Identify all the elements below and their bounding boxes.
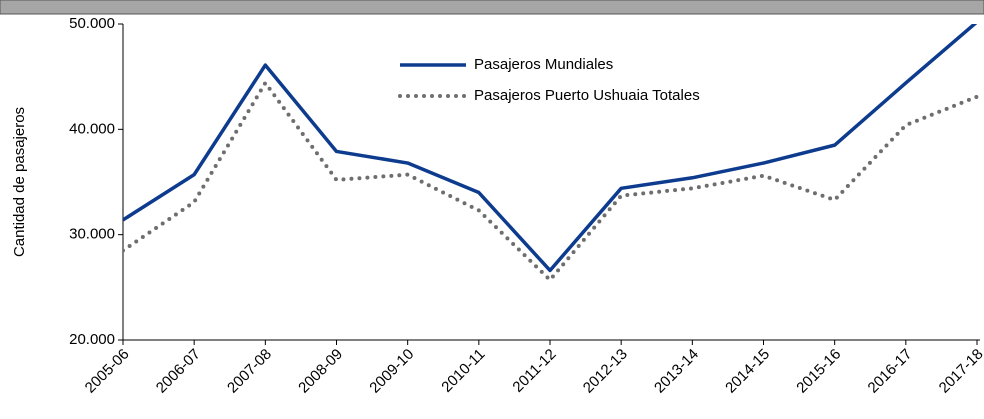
x-tick-label: 2010-11 <box>438 346 488 396</box>
x-tick-label: 2005-06 <box>82 346 133 397</box>
x-tick-label: 2012-13 <box>580 346 631 397</box>
legend-label: Pasajeros Mundiales <box>474 56 613 73</box>
x-tick-label: 2014-15 <box>722 346 773 397</box>
x-tick-label: 2006-07 <box>153 346 204 397</box>
series-line <box>123 80 979 282</box>
legend-label: Pasajeros Puerto Ushuaia Totales <box>474 87 700 104</box>
x-tick-label: 2008-09 <box>295 346 346 397</box>
plot-area <box>123 24 979 282</box>
y-tick-label: 20.000 <box>69 331 115 348</box>
y-tick-label: 40.000 <box>69 120 115 137</box>
x-tick-label: 2007-08 <box>224 346 275 397</box>
x-tick-label: 2011-12 <box>509 346 559 396</box>
y-tick-label: 30.000 <box>69 226 115 243</box>
x-tick-label: 2009-10 <box>366 346 417 397</box>
header-strip <box>0 0 984 15</box>
x-tick-label: 2017-18 <box>936 346 984 397</box>
series-line <box>123 24 978 273</box>
x-tick-label: 2015-16 <box>793 346 844 397</box>
x-tick-label: 2013-14 <box>651 346 702 397</box>
y-tick-label: 50.000 <box>69 15 115 32</box>
x-tick-label: 2016-17 <box>865 346 916 397</box>
y-axis-label: Cantidad de pasajeros <box>11 107 28 257</box>
